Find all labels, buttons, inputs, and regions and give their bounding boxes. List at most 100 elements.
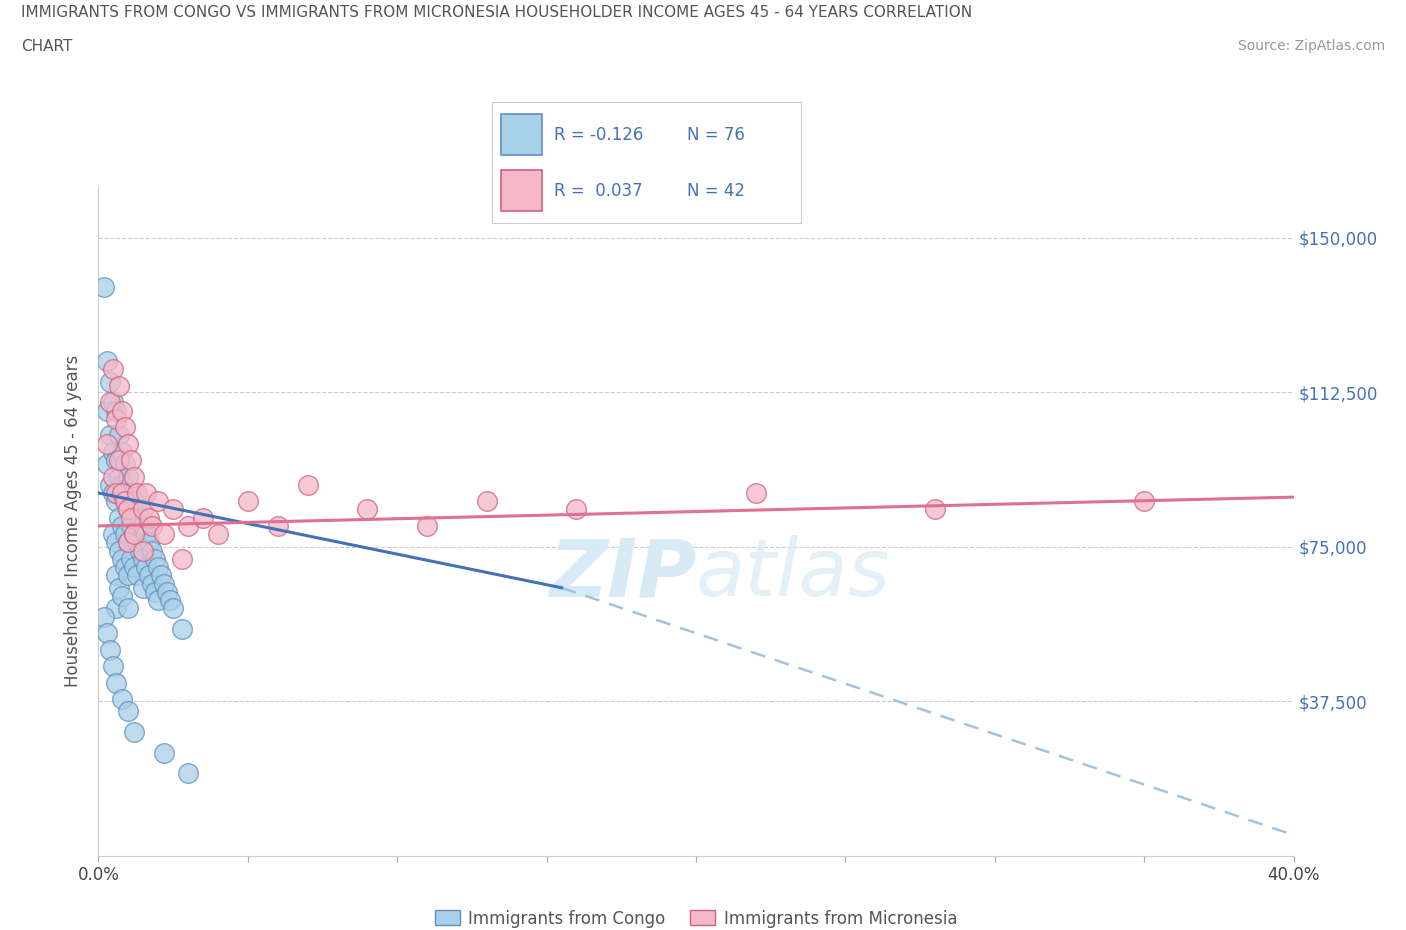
Point xyxy=(100,395,122,410)
Point xyxy=(148,494,170,509)
Point xyxy=(108,543,131,558)
Bar xyxy=(502,114,541,155)
Point xyxy=(1133,494,1156,509)
Point xyxy=(207,526,229,541)
Point xyxy=(153,577,176,591)
Point xyxy=(105,535,128,550)
Point xyxy=(103,395,125,410)
Point xyxy=(153,526,176,541)
Point xyxy=(267,519,290,534)
Text: N = 76: N = 76 xyxy=(688,126,745,144)
Point xyxy=(96,457,118,472)
Point xyxy=(111,692,134,707)
Point xyxy=(120,519,142,534)
Legend: Immigrants from Congo, Immigrants from Micronesia: Immigrants from Congo, Immigrants from M… xyxy=(427,903,965,930)
Point xyxy=(924,502,946,517)
Point xyxy=(103,526,125,541)
Point xyxy=(138,511,160,525)
Point xyxy=(103,658,125,673)
Point xyxy=(105,485,128,500)
Point xyxy=(143,551,166,566)
Point xyxy=(105,411,128,426)
Point xyxy=(96,403,118,418)
Point xyxy=(111,551,134,566)
Point xyxy=(172,551,194,566)
Point xyxy=(96,436,118,451)
Y-axis label: Householder Income Ages 45 - 64 years: Householder Income Ages 45 - 64 years xyxy=(65,354,83,687)
Point xyxy=(177,519,200,534)
Point xyxy=(108,511,131,525)
Text: R = -0.126: R = -0.126 xyxy=(554,126,644,144)
Point xyxy=(141,577,163,591)
Point xyxy=(105,675,128,690)
Point xyxy=(114,526,136,541)
Bar xyxy=(502,170,541,211)
Point xyxy=(105,601,128,616)
Point xyxy=(129,543,152,558)
Point xyxy=(124,724,146,739)
Point xyxy=(117,502,139,517)
Point xyxy=(120,511,142,525)
Point xyxy=(108,453,131,468)
Point xyxy=(117,436,139,451)
Point xyxy=(132,519,155,534)
Point xyxy=(96,353,118,368)
Point xyxy=(103,469,125,484)
Point xyxy=(93,609,115,624)
Point xyxy=(117,535,139,550)
Point xyxy=(127,502,149,517)
Text: ZIP: ZIP xyxy=(548,536,696,614)
Point xyxy=(100,477,122,492)
Point xyxy=(105,568,128,583)
Point xyxy=(111,485,134,500)
Text: CHART: CHART xyxy=(21,39,73,54)
Text: N = 42: N = 42 xyxy=(688,181,745,200)
Point xyxy=(117,502,139,517)
Point xyxy=(177,765,200,780)
Point xyxy=(127,485,149,500)
Point xyxy=(132,551,155,566)
Point xyxy=(138,568,160,583)
Point xyxy=(159,592,181,607)
Point xyxy=(172,621,194,636)
Point xyxy=(114,494,136,509)
Text: Source: ZipAtlas.com: Source: ZipAtlas.com xyxy=(1237,39,1385,53)
Point xyxy=(141,519,163,534)
Point xyxy=(135,526,157,541)
Point xyxy=(745,485,768,500)
Point xyxy=(356,502,378,517)
Point xyxy=(141,543,163,558)
Point xyxy=(111,445,134,459)
Point xyxy=(132,543,155,558)
Point xyxy=(117,568,139,583)
Point xyxy=(148,592,170,607)
Point xyxy=(127,568,149,583)
Point xyxy=(150,568,173,583)
Point xyxy=(103,362,125,377)
Point xyxy=(117,704,139,719)
Point xyxy=(124,526,146,541)
Point xyxy=(148,560,170,575)
Point xyxy=(108,379,131,393)
Point xyxy=(108,580,131,595)
Text: R =  0.037: R = 0.037 xyxy=(554,181,643,200)
Point xyxy=(111,477,134,492)
Point xyxy=(103,485,125,500)
Point xyxy=(114,560,136,575)
Point xyxy=(124,469,146,484)
Point xyxy=(124,526,146,541)
Point xyxy=(162,502,184,517)
Point xyxy=(475,494,498,509)
Text: IMMIGRANTS FROM CONGO VS IMMIGRANTS FROM MICRONESIA HOUSEHOLDER INCOME AGES 45 -: IMMIGRANTS FROM CONGO VS IMMIGRANTS FROM… xyxy=(21,5,972,20)
Point xyxy=(117,469,139,484)
Point xyxy=(111,403,134,418)
Point xyxy=(105,403,128,418)
Point xyxy=(114,494,136,509)
Point xyxy=(120,551,142,566)
Point xyxy=(93,280,115,295)
Point xyxy=(127,535,149,550)
Point xyxy=(100,428,122,443)
Point xyxy=(138,535,160,550)
Point xyxy=(96,626,118,641)
Point xyxy=(111,519,134,534)
